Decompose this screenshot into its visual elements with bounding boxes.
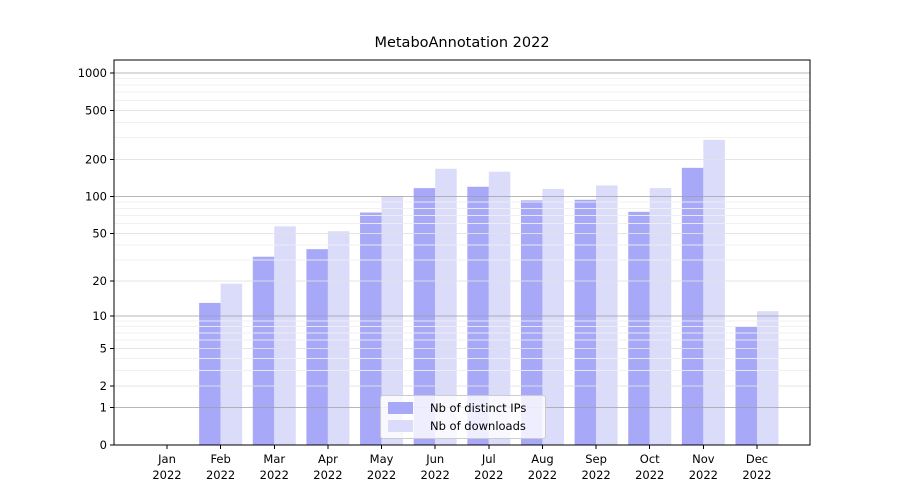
bar-downloads-nov <box>703 139 725 445</box>
bar-downloads-feb <box>220 283 243 445</box>
x-tick-label-month-jul: Jul <box>481 452 496 466</box>
x-tick-label-year-mar: 2022 <box>260 468 289 482</box>
x-tick-label-month-jan: Jan <box>157 452 176 466</box>
y-tick-label-1000: 1000 <box>78 66 107 80</box>
x-tick-label-year-jul: 2022 <box>474 468 503 482</box>
y-tick-label-20: 20 <box>92 274 107 288</box>
x-tick-label-year-dec: 2022 <box>742 468 771 482</box>
bar-distinct-ips-mar <box>252 256 275 445</box>
x-tick-label-year-aug: 2022 <box>528 468 557 482</box>
y-tick-label-500: 500 <box>85 103 107 117</box>
legend-swatch-distinct-ips <box>388 402 413 414</box>
y-tick-label-2: 2 <box>100 379 107 393</box>
x-tick-label-year-nov: 2022 <box>689 468 718 482</box>
bar-downloads-mar <box>274 226 296 445</box>
bar-distinct-ips-feb <box>199 302 221 445</box>
x-tick-label-month-apr: Apr <box>318 452 338 466</box>
x-tick-label-year-feb: 2022 <box>206 468 235 482</box>
x-tick-label-month-oct: Oct <box>640 452 660 466</box>
bar-downloads-oct <box>649 188 672 446</box>
x-tick-label-year-may: 2022 <box>367 468 396 482</box>
bar-distinct-ips-oct <box>628 211 650 445</box>
bar-distinct-ips-sep <box>574 199 597 445</box>
x-tick-label-year-sep: 2022 <box>581 468 610 482</box>
bar-distinct-ips-nov <box>681 167 704 445</box>
x-tick-label-month-sep: Sep <box>585 452 607 466</box>
bar-downloads-sep <box>596 185 618 446</box>
x-tick-label-month-aug: Aug <box>531 452 553 466</box>
bar-downloads-jul <box>488 171 511 445</box>
x-tick-label-year-oct: 2022 <box>635 468 664 482</box>
x-tick-label-year-jan: 2022 <box>152 468 181 482</box>
x-tick-label-month-jun: Jun <box>425 452 444 466</box>
bar-downloads-apr <box>327 231 350 445</box>
plot-border <box>113 59 811 446</box>
y-tick-label-50: 50 <box>92 226 107 240</box>
bar-distinct-ips-apr <box>306 249 328 445</box>
bar-distinct-ips-aug <box>520 200 543 445</box>
y-tick-label-1: 1 <box>100 401 107 415</box>
chart-title: MetaboAnnotation 2022 <box>374 35 550 51</box>
x-tick-label-month-dec: Dec <box>746 452 768 466</box>
x-tick-label-month-feb: Feb <box>210 452 230 466</box>
legend: Nb of distinct IPs Nb of downloads <box>380 395 546 439</box>
x-tick-label-month-nov: Nov <box>692 452 715 466</box>
legend-item-distinct-ips: Nb of distinct IPs <box>388 401 536 415</box>
y-tick-label-0: 0 <box>100 438 107 452</box>
y-tick-label-100: 100 <box>85 190 107 204</box>
legend-label-distinct-ips: Nb of distinct IPs <box>430 401 527 415</box>
x-tick-label-month-may: May <box>370 452 394 466</box>
x-tick-label-year-apr: 2022 <box>313 468 342 482</box>
legend-item-downloads: Nb of downloads <box>388 419 536 433</box>
bar-downloads-aug <box>542 189 564 445</box>
y-tick-label-5: 5 <box>100 342 107 356</box>
legend-label-downloads: Nb of downloads <box>430 419 526 433</box>
x-tick-label-month-mar: Mar <box>263 452 285 466</box>
bar-downloads-jun <box>435 168 457 445</box>
y-tick-label-200: 200 <box>85 152 107 166</box>
bar-distinct-ips-jun <box>413 188 436 446</box>
bar-distinct-ips-may <box>360 212 382 445</box>
y-tick-label-10: 10 <box>92 309 107 323</box>
legend-swatch-downloads <box>388 420 413 432</box>
x-tick-label-year-jun: 2022 <box>421 468 450 482</box>
bar-downloads-dec <box>756 311 779 445</box>
